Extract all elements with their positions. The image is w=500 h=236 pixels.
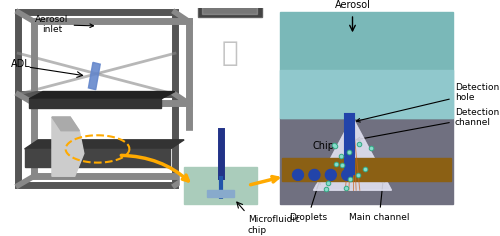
Polygon shape xyxy=(24,140,184,149)
Bar xyxy=(202,0,257,14)
Text: 📷: 📷 xyxy=(222,39,238,67)
Text: Microfluidic
chip: Microfluidic chip xyxy=(248,215,300,235)
Bar xyxy=(207,190,234,197)
Text: Aerosol
inlet: Aerosol inlet xyxy=(36,15,94,34)
Text: ADL: ADL xyxy=(11,59,30,69)
Polygon shape xyxy=(29,99,162,108)
Text: Detection
hole: Detection hole xyxy=(356,83,499,122)
Bar xyxy=(280,118,453,204)
Polygon shape xyxy=(52,117,84,176)
Text: Droplets: Droplets xyxy=(289,181,327,222)
Polygon shape xyxy=(314,118,392,190)
Circle shape xyxy=(292,169,304,180)
Text: Chip: Chip xyxy=(312,141,334,151)
Bar xyxy=(184,167,257,204)
Bar xyxy=(198,0,262,17)
Polygon shape xyxy=(24,149,171,167)
Circle shape xyxy=(342,169,352,180)
Text: Aerosol: Aerosol xyxy=(334,0,370,10)
Text: Detection
channel: Detection channel xyxy=(356,108,499,141)
Bar xyxy=(280,70,453,118)
Polygon shape xyxy=(29,92,175,99)
Bar xyxy=(198,0,260,16)
Circle shape xyxy=(326,169,336,180)
Polygon shape xyxy=(52,117,80,131)
Text: Main channel: Main channel xyxy=(349,179,410,222)
Circle shape xyxy=(309,169,320,180)
Bar xyxy=(280,12,453,204)
Polygon shape xyxy=(88,62,100,90)
Bar xyxy=(180,131,262,208)
Bar xyxy=(280,12,453,118)
Bar xyxy=(282,158,451,181)
